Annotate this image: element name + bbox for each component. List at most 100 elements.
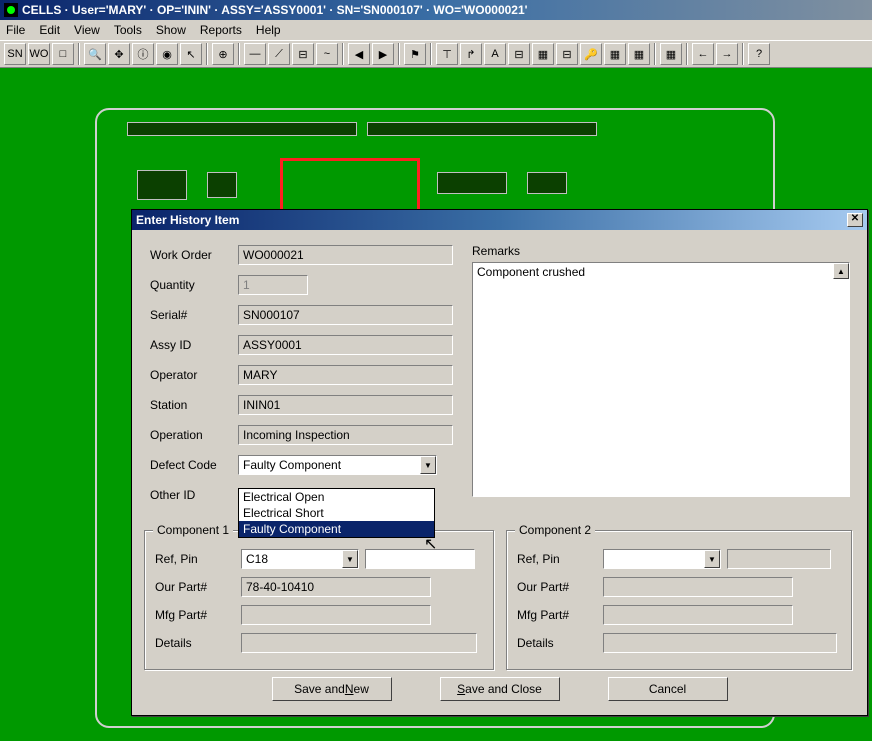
label-our-part: Our Part# <box>155 580 241 594</box>
save-close-button[interactable]: Save and Close <box>440 677 560 701</box>
tool-line1[interactable]: — <box>244 43 266 65</box>
label-mfg-part: Mfg Part# <box>155 608 241 622</box>
pcb-connector <box>127 122 357 136</box>
tool-target[interactable]: ◉ <box>156 43 178 65</box>
defect-option-selected[interactable]: Faulty Component <box>239 521 434 537</box>
component1-group: Component 1 Ref, Pin C18 ▼ Our Part# 78-… <box>144 530 494 670</box>
comp2-ref-extra[interactable] <box>727 549 831 569</box>
tool-g2[interactable]: ▦ <box>604 43 626 65</box>
toolbar-sep <box>742 43 744 65</box>
tool-box[interactable]: □ <box>52 43 74 65</box>
tool-calendar[interactable]: ▦ <box>660 43 682 65</box>
defect-option[interactable]: Electrical Open <box>239 489 434 505</box>
tool-sn[interactable]: SN <box>4 43 26 65</box>
comp2-mfgpart-field[interactable] <box>603 605 793 625</box>
label-ref-pin: Ref, Pin <box>517 552 603 566</box>
pcb-chip <box>207 172 237 198</box>
label-station: Station <box>150 398 238 412</box>
component2-group: Component 2 Ref, Pin ▼ Our Part# Mfg Par… <box>506 530 852 670</box>
tool-t2[interactable]: ↱ <box>460 43 482 65</box>
defect-code-dropdown[interactable]: Electrical Open Electrical Short Faulty … <box>238 488 435 538</box>
operation-field[interactable]: Incoming Inspection <box>238 425 453 445</box>
tool-flag[interactable]: ⚑ <box>404 43 426 65</box>
dialog-titlebar[interactable]: Enter History Item ✕ <box>132 210 867 230</box>
tool-prev[interactable]: ◀ <box>348 43 370 65</box>
chevron-down-icon[interactable]: ▼ <box>342 550 358 568</box>
toolbar-sep <box>686 43 688 65</box>
menu-view[interactable]: View <box>74 23 100 37</box>
dialog-title: Enter History Item <box>136 213 239 227</box>
toolbar-sep <box>78 43 80 65</box>
tool-pan[interactable]: ✥ <box>108 43 130 65</box>
tool-crosshair[interactable]: ⊕ <box>212 43 234 65</box>
menu-edit[interactable]: Edit <box>39 23 60 37</box>
menu-help[interactable]: Help <box>256 23 281 37</box>
menu-tools[interactable]: Tools <box>114 23 142 37</box>
tool-back[interactable]: ← <box>692 43 714 65</box>
chevron-down-icon[interactable]: ▼ <box>704 550 720 568</box>
tool-g3[interactable]: ▦ <box>628 43 650 65</box>
defect-option[interactable]: Electrical Short <box>239 505 434 521</box>
pcb-chip <box>527 172 567 194</box>
tool-a[interactable]: A <box>484 43 506 65</box>
tool-t3[interactable]: ⊟ <box>508 43 530 65</box>
cancel-button[interactable]: Cancel <box>608 677 728 701</box>
comp2-ref-combo[interactable]: ▼ <box>603 549 721 569</box>
toolbar-sep <box>238 43 240 65</box>
scroll-up-icon[interactable]: ▲ <box>833 263 849 279</box>
label-details: Details <box>517 636 603 650</box>
tool-wo[interactable]: WO <box>28 43 50 65</box>
menu-show[interactable]: Show <box>156 23 186 37</box>
window-title: CELLS · User='MARY' · OP='ININ' · ASSY='… <box>22 3 528 17</box>
label-mfg-part: Mfg Part# <box>517 608 603 622</box>
menu-reports[interactable]: Reports <box>200 23 242 37</box>
comp2-ourpart-field[interactable] <box>603 577 793 597</box>
toolbar-sep <box>430 43 432 65</box>
tool-pointer[interactable]: ↖ <box>180 43 202 65</box>
tool-help[interactable]: ? <box>748 43 770 65</box>
menu-file[interactable]: File <box>6 23 25 37</box>
main-titlebar: CELLS · User='MARY' · OP='ININ' · ASSY='… <box>0 0 872 20</box>
tool-line2[interactable]: ⟋ <box>268 43 290 65</box>
tool-fwd[interactable]: → <box>716 43 738 65</box>
label-our-part: Our Part# <box>517 580 603 594</box>
comp1-ref-value: C18 <box>242 552 342 566</box>
serial-field[interactable]: SN000107 <box>238 305 453 325</box>
tool-next[interactable]: ▶ <box>372 43 394 65</box>
save-new-button[interactable]: Save and New <box>272 677 392 701</box>
comp2-details-field[interactable] <box>603 633 837 653</box>
pcb-chip <box>437 172 507 194</box>
tool-grid[interactable]: ▦ <box>532 43 554 65</box>
tool-wave[interactable]: ~ <box>316 43 338 65</box>
station-field[interactable]: ININ01 <box>238 395 453 415</box>
tool-t4[interactable]: ⊟ <box>556 43 578 65</box>
tool-zoom[interactable]: 🔍 <box>84 43 106 65</box>
comp1-ref-combo[interactable]: C18 ▼ <box>241 549 359 569</box>
label-details: Details <box>155 636 241 650</box>
work-order-field[interactable]: WO000021 <box>238 245 453 265</box>
selection-highlight <box>280 158 420 213</box>
comp1-ref-extra[interactable] <box>365 549 475 569</box>
label-serial: Serial# <box>150 308 238 322</box>
remarks-textarea[interactable]: Component crushed ▲ <box>472 262 850 497</box>
menubar: File Edit View Tools Show Reports Help <box>0 20 872 40</box>
quantity-field: 1 <box>238 275 308 295</box>
tool-rect[interactable]: ⊟ <box>292 43 314 65</box>
comp1-details-field[interactable] <box>241 633 477 653</box>
label-quantity: Quantity <box>150 278 238 292</box>
assy-id-field[interactable]: ASSY0001 <box>238 335 453 355</box>
defect-code-combo[interactable]: Faulty Component ▼ <box>238 455 437 475</box>
tool-info[interactable]: ⓘ <box>132 43 154 65</box>
operator-field[interactable]: MARY <box>238 365 453 385</box>
comp1-ourpart-field[interactable]: 78-40-10410 <box>241 577 431 597</box>
toolbar-sep <box>342 43 344 65</box>
close-icon[interactable]: ✕ <box>847 213 863 227</box>
pcb-chip <box>137 170 187 200</box>
toolbar: SN WO □ 🔍 ✥ ⓘ ◉ ↖ ⊕ — ⟋ ⊟ ~ ◀ ▶ ⚑ ⊤ ↱ A … <box>0 40 872 68</box>
tool-t1[interactable]: ⊤ <box>436 43 458 65</box>
label-other-id: Other ID <box>150 488 238 502</box>
comp1-mfgpart-field[interactable] <box>241 605 431 625</box>
chevron-down-icon[interactable]: ▼ <box>420 456 436 474</box>
tool-key[interactable]: 🔑 <box>580 43 602 65</box>
component1-legend: Component 1 <box>153 523 233 537</box>
